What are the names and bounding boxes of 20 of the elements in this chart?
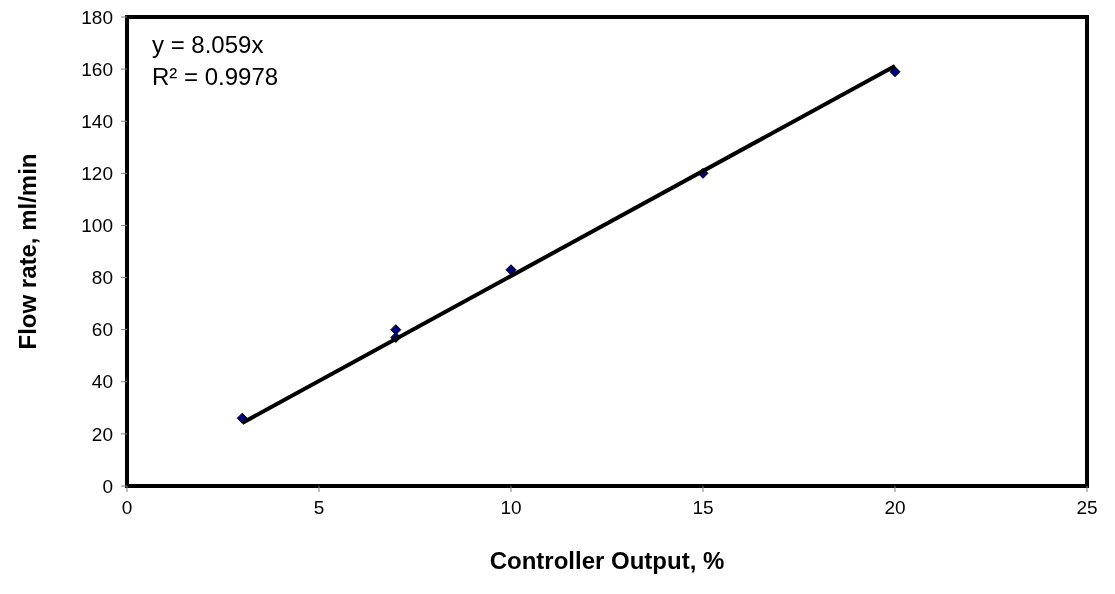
- x-tick-label: 10: [500, 497, 522, 518]
- x-tick-label: 5: [313, 497, 325, 518]
- x-axis-title: Controller Output, %: [489, 547, 725, 574]
- y-tick-label: 40: [91, 371, 113, 393]
- y-tick-label: 0: [102, 475, 113, 497]
- annotation: R² = 0.9978: [152, 63, 279, 90]
- x-tick-label: 0: [121, 497, 133, 518]
- y-tick-label: 180: [81, 6, 113, 28]
- x-tick-label: 25: [1076, 497, 1098, 518]
- y-tick-label: 80: [91, 267, 113, 289]
- x-tick-label: 15: [692, 497, 714, 518]
- y-axis-title: Flow rate, ml/min: [14, 153, 41, 350]
- y-tick-label: 160: [81, 58, 113, 80]
- y-tick-label: 100: [81, 215, 113, 237]
- annotation: y = 8.059x: [152, 31, 264, 58]
- y-tick-label: 120: [81, 162, 113, 184]
- y-tick-label: 140: [81, 110, 113, 132]
- x-tick-label: 20: [884, 497, 906, 518]
- y-tick-label: 20: [91, 423, 113, 445]
- y-tick-label: 60: [91, 319, 113, 341]
